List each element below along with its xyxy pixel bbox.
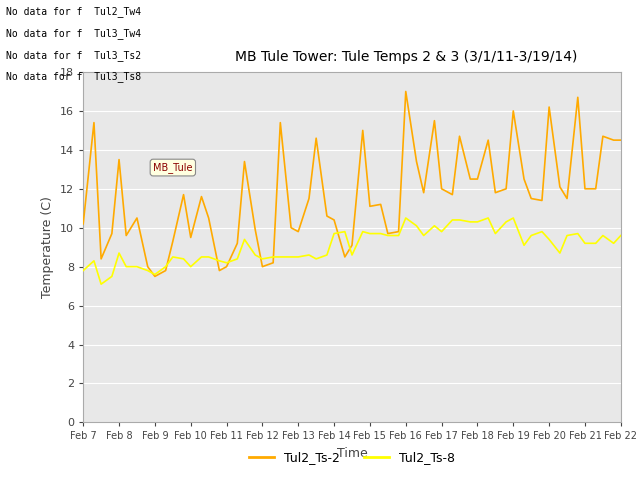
Title: MB Tule Tower: Tule Temps 2 & 3 (3/1/11-3/19/14): MB Tule Tower: Tule Temps 2 & 3 (3/1/11-… bbox=[235, 50, 577, 64]
Text: No data for f  Tul2_Tw4: No data for f Tul2_Tw4 bbox=[6, 6, 141, 17]
X-axis label: Time: Time bbox=[337, 447, 367, 460]
Text: No data for f  Tul3_Ts8: No data for f Tul3_Ts8 bbox=[6, 71, 141, 82]
Y-axis label: Temperature (C): Temperature (C) bbox=[42, 196, 54, 298]
Text: No data for f  Tul3_Tw4: No data for f Tul3_Tw4 bbox=[6, 28, 141, 39]
Text: MB_Tule: MB_Tule bbox=[153, 162, 193, 173]
Text: No data for f  Tul3_Ts2: No data for f Tul3_Ts2 bbox=[6, 49, 141, 60]
Legend: Tul2_Ts-2, Tul2_Ts-8: Tul2_Ts-2, Tul2_Ts-8 bbox=[244, 446, 460, 469]
